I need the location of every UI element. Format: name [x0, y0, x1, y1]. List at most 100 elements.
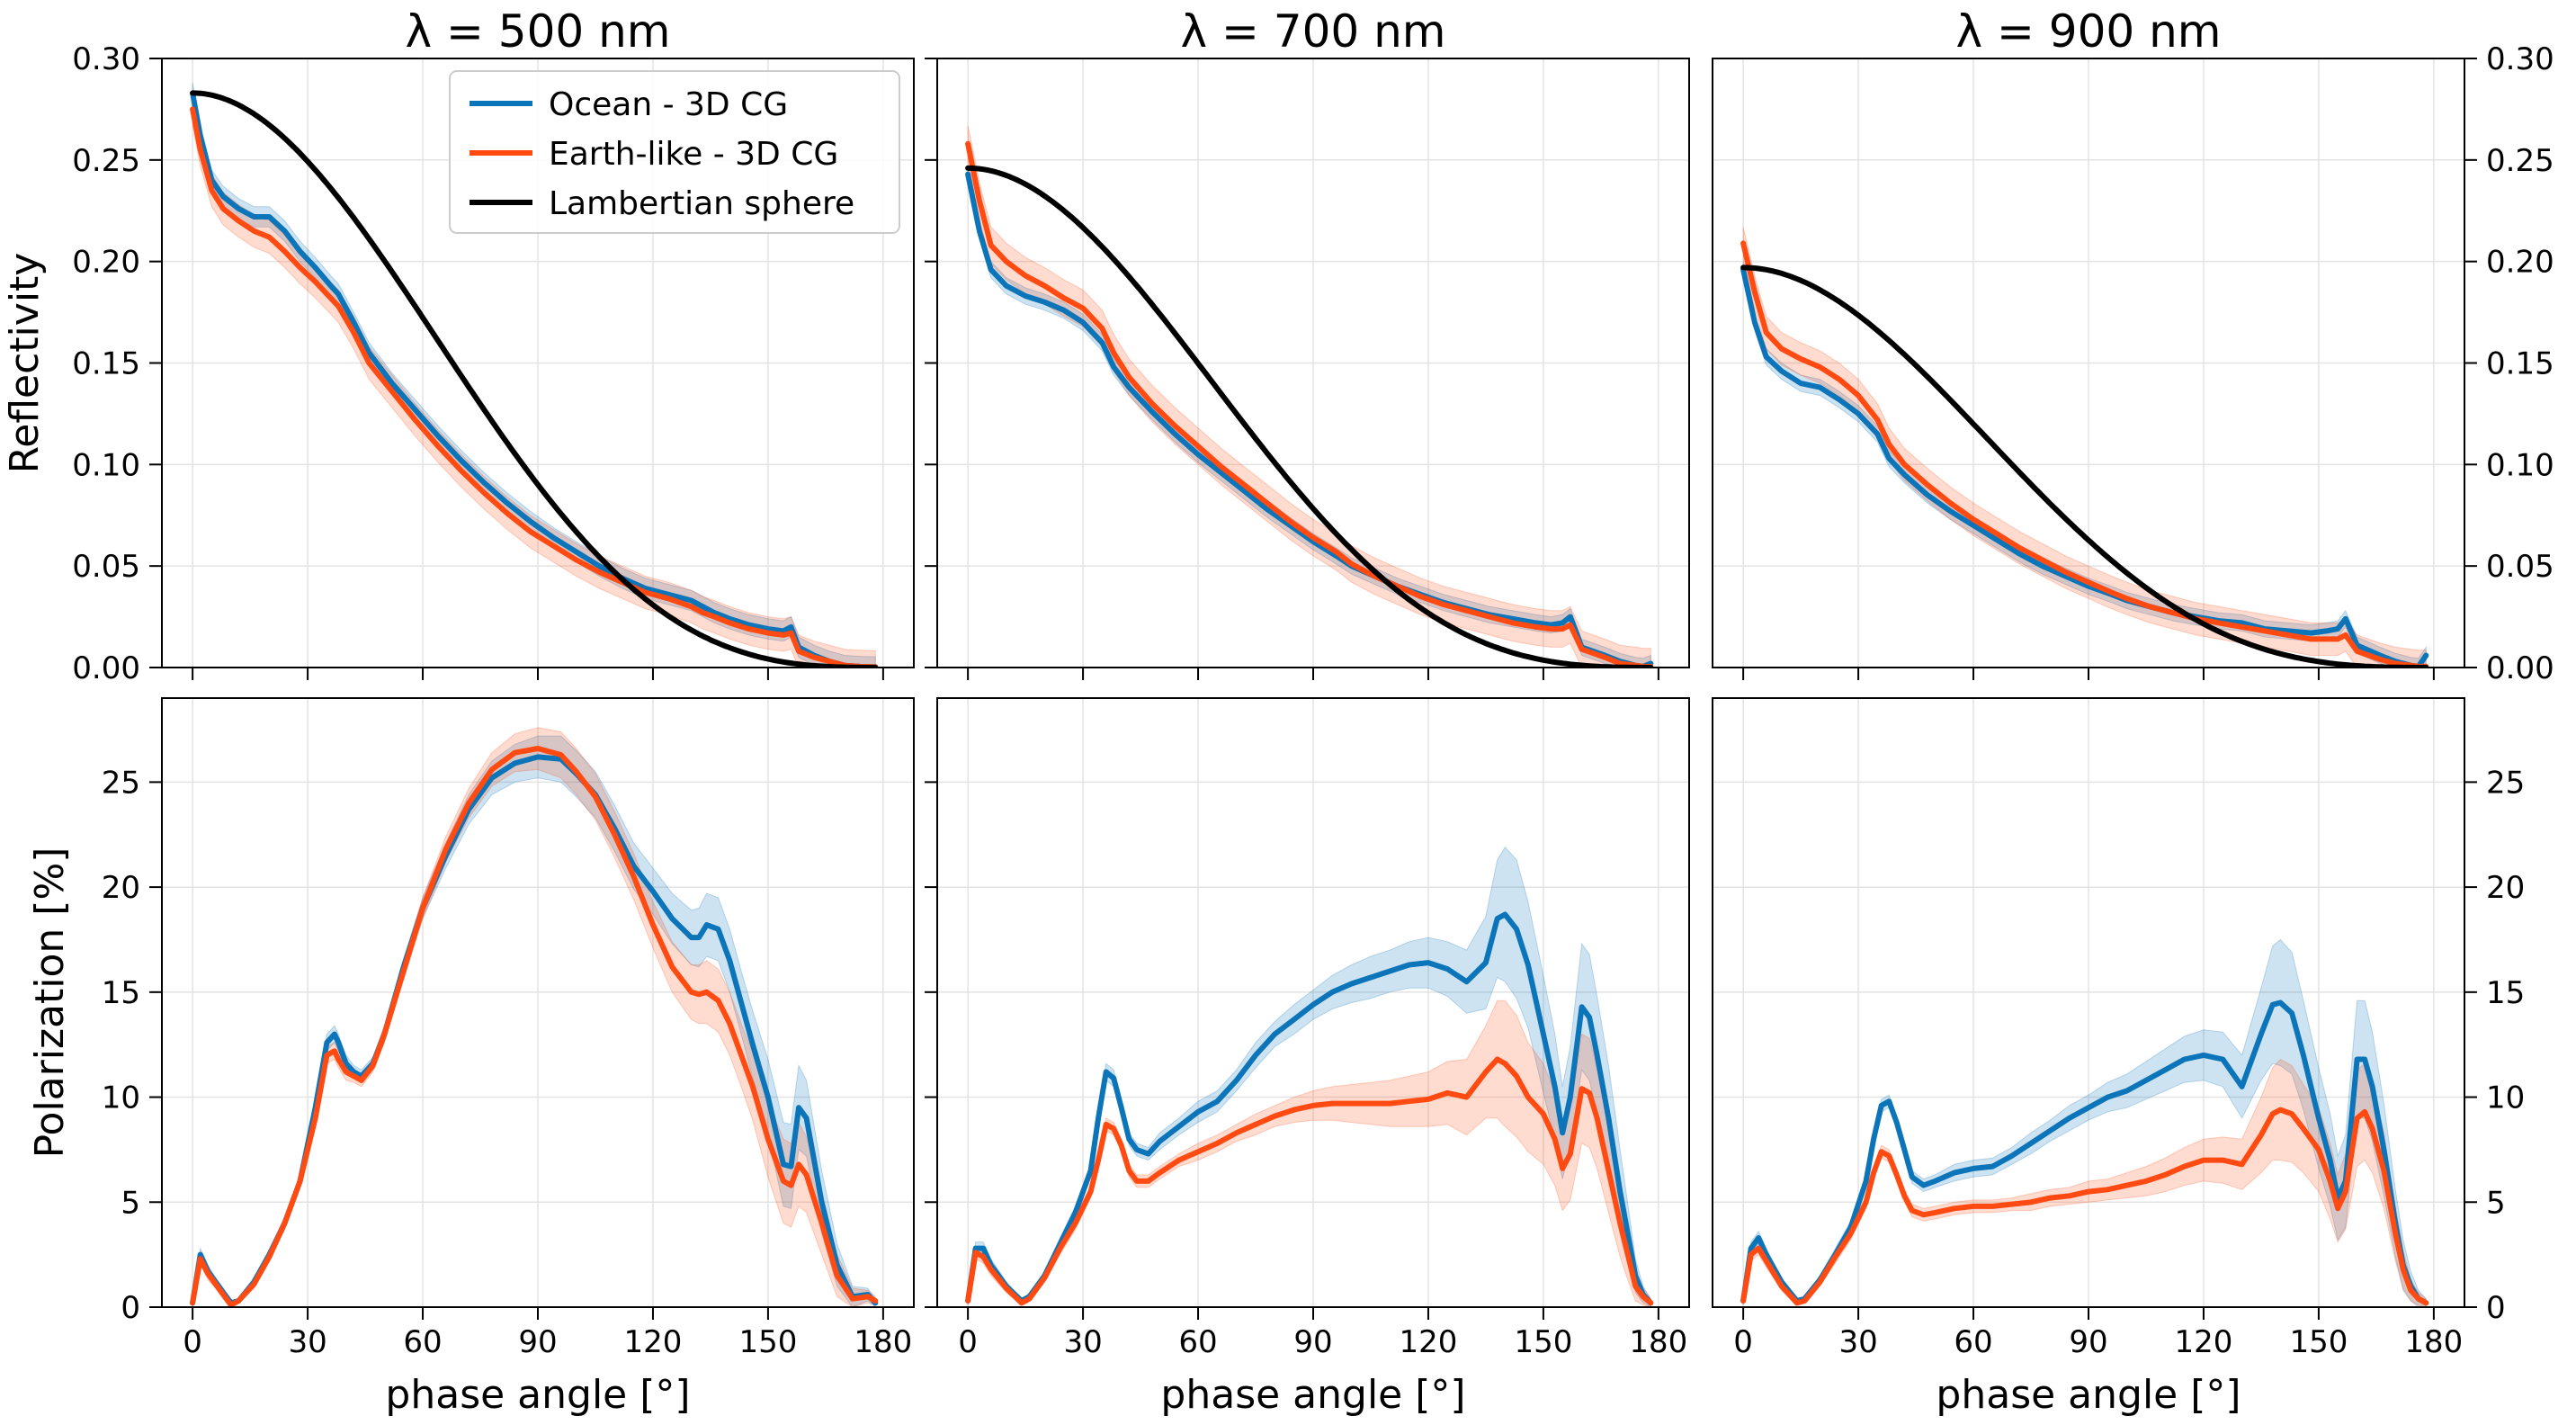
x-tick-label: 90: [1293, 1324, 1332, 1360]
x-tick-label: 120: [624, 1324, 683, 1360]
x-tick-label: 150: [1514, 1324, 1572, 1360]
x-axis: 0 30 60 90 120 150 180 phase angle [°]: [183, 1307, 912, 1418]
earth-like-3d-cg-line: [965, 140, 1654, 668]
x-tick-label: 60: [403, 1324, 442, 1360]
earth-like-3d-cg-line: [190, 106, 879, 668]
y-tick-label: 0.10: [72, 447, 140, 483]
y-tick-label: 5: [121, 1185, 140, 1221]
x-axis-label: phase angle [°]: [385, 1372, 690, 1418]
legend-entry: Ocean - 3D CG: [549, 86, 788, 123]
ocean-uncertainty-band: [967, 166, 1651, 668]
earth-like-3d-cg-line: [1740, 240, 2429, 668]
x-tick-label: 60: [1178, 1324, 1217, 1360]
x-tick-label: 0: [1733, 1324, 1753, 1360]
reflectivity-panel-3: 0.00 0.05 0.10 0.15 0.20 0.25 0.30 λ = 900 nm: [1712, 5, 2554, 686]
y-axis: [925, 58, 937, 668]
y-tick-label: 25: [102, 765, 140, 801]
x-tick-label: 30: [1063, 1324, 1102, 1360]
earth-like-3d-cg-line: [190, 746, 879, 1307]
ocean-uncertainty-band: [967, 846, 1651, 1307]
x-tick-label: 180: [1629, 1324, 1687, 1360]
x-tick-label: 0: [183, 1324, 202, 1360]
legend-box: [449, 70, 900, 234]
data-layer: [190, 727, 879, 1307]
ocean-3d-cg-line: [965, 911, 1654, 1306]
ocean-uncertainty-band: [192, 735, 876, 1307]
earth-like-uncertainty-band: [1742, 1058, 2427, 1307]
y-tick-label: 0.00: [2486, 650, 2554, 686]
y-axis: 0.00 0.05 0.10 0.15 0.20 0.25 0.30: [2464, 41, 2554, 686]
panel-title: λ = 900 nm: [1956, 5, 2222, 58]
x-tick-label: 150: [2289, 1324, 2348, 1360]
y-tick-label: 0: [2486, 1290, 2506, 1326]
y-axis: 0 5 10 15 20 25: [2464, 765, 2525, 1326]
y-tick-label: 0.30: [2486, 41, 2554, 77]
earth-like-uncertainty-band: [192, 727, 876, 1307]
gridlines: [937, 58, 1689, 668]
earth-like-uncertainty-band: [967, 125, 1651, 668]
y-tick-label: 0.30: [72, 41, 140, 77]
y-axis: 0 5 10 15 20 25 Polarization [%]: [27, 765, 162, 1326]
x-tick-label: 120: [1400, 1324, 1458, 1360]
y-tick-label: 0.10: [2486, 447, 2554, 483]
y-axis: 0.00 0.05 0.10 0.15 0.20 0.25 0.30 Reflectivity: [2, 41, 162, 686]
y-tick-label: 0.20: [72, 245, 140, 281]
legend-entry: Lambertian sphere: [549, 185, 854, 222]
y-axis: [925, 781, 937, 1308]
y-tick-label: 0.20: [2486, 245, 2554, 281]
x-tick-label: 0: [958, 1324, 978, 1360]
y-tick-label: 15: [102, 975, 140, 1011]
x-tick-label: 90: [2069, 1324, 2107, 1360]
polarization-panel-2: 0 30 60 90 120 150 180 phase angle [°]: [925, 697, 1690, 1418]
x-tick-label: 180: [2404, 1324, 2463, 1360]
y-tick-label: 10: [102, 1080, 140, 1116]
y-tick-label: 25: [2486, 765, 2525, 801]
ocean-3d-cg-line: [1740, 266, 2429, 668]
x-axis: [1742, 668, 2435, 680]
gridlines: [1713, 698, 2464, 1308]
legend: Ocean - 3D CG Earth-like - 3D CG Lambertia…: [449, 70, 900, 234]
earth-like-3d-cg-line: [965, 1056, 1654, 1306]
x-axis: [967, 668, 1659, 680]
earth-like-uncertainty-band: [192, 93, 876, 668]
data-layer: [190, 83, 879, 668]
y-tick-label: 0.25: [2486, 143, 2554, 179]
x-axis: [192, 668, 884, 680]
x-tick-label: 30: [1838, 1324, 1877, 1360]
polarization-panel-1: 0 30 60 90 120 150 180 phase angle [°] 0 5 10 15 20 2…: [27, 697, 915, 1418]
data-layer: [1740, 227, 2429, 668]
x-tick-label: 150: [738, 1324, 797, 1360]
lambertian-sphere-line: [190, 90, 879, 668]
ocean-uncertainty-band: [1742, 938, 2427, 1307]
earth-like-uncertainty-band: [1742, 227, 2427, 668]
data-layer: [1740, 938, 2429, 1307]
y-tick-label: 0.15: [2486, 346, 2554, 382]
data-layer: [965, 846, 1654, 1307]
x-axis: 0 30 60 90 120 150 180 phase angle [°]: [958, 1307, 1687, 1418]
y-tick-label: 0.05: [2486, 549, 2554, 585]
reflectivity-panel-1: 0.00 0.05 0.10 0.15 0.20 0.25 0.30 Reflectivity…: [2, 5, 915, 686]
data-layer: [965, 125, 1654, 668]
earth-like-3d-cg-line: [1740, 1107, 2429, 1306]
y-axis-label: Reflectivity: [2, 253, 48, 474]
y-tick-label: 10: [2486, 1080, 2525, 1116]
polarization-panel-3: 0 30 60 90 120 150 180 phase angle [°] 0 5 10 15 20 2…: [1712, 697, 2525, 1418]
legend-entry: Earth-like - 3D CG: [549, 136, 838, 173]
ocean-3d-cg-line: [190, 90, 879, 668]
x-axis: 0 30 60 90 120 150 180 phase angle [°]: [1733, 1307, 2463, 1418]
y-tick-label: 0: [121, 1290, 140, 1326]
reflectivity-panel-2: λ = 700 nm: [925, 5, 1690, 680]
y-axis-label: Polarization [%]: [27, 847, 73, 1159]
x-tick-label: 180: [854, 1324, 912, 1360]
x-tick-label: 60: [1954, 1324, 1992, 1360]
x-tick-label: 30: [288, 1324, 326, 1360]
y-tick-label: 0.00: [72, 650, 140, 686]
x-axis-label: phase angle [°]: [1160, 1372, 1465, 1418]
panel-title: λ = 700 nm: [1181, 5, 1446, 58]
y-tick-label: 20: [102, 870, 140, 906]
y-tick-label: 0.15: [72, 346, 140, 382]
y-tick-label: 0.05: [72, 549, 140, 585]
ocean-3d-cg-line: [1740, 999, 2429, 1306]
gridlines: [162, 698, 914, 1308]
ocean-3d-cg-line: [965, 171, 1654, 668]
